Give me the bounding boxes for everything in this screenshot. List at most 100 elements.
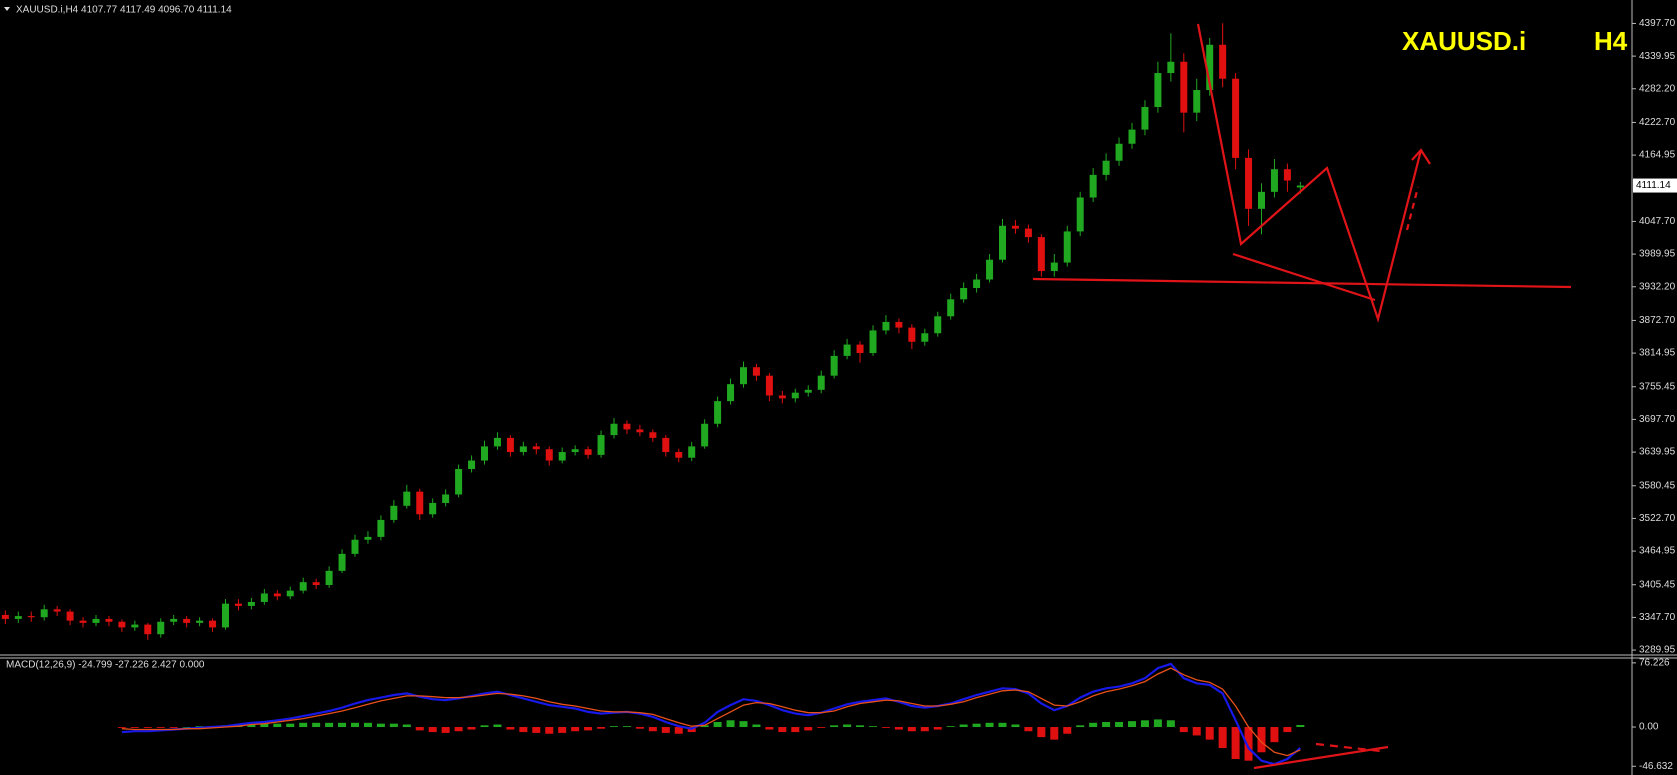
candle-body: [1283, 169, 1291, 181]
candle-body: [519, 446, 527, 453]
histogram-bar: [726, 720, 735, 728]
candle-body: [636, 429, 644, 433]
histogram-bar: [843, 724, 852, 728]
candle-body: [157, 621, 165, 635]
histogram-bar: [454, 727, 463, 732]
histogram-bar: [1140, 720, 1149, 728]
candle-body: [170, 618, 178, 622]
dashed-projection: [1405, 186, 1420, 231]
y-tick-label: 3814.95: [1639, 348, 1676, 359]
histogram-bar: [791, 727, 800, 733]
histogram-bar: [402, 724, 411, 728]
candle-body: [778, 395, 786, 399]
candle-body: [1089, 174, 1097, 198]
candle-body: [79, 620, 87, 623]
y-tick-label: 76.226: [1639, 658, 1670, 669]
histogram-bar: [920, 727, 929, 732]
candle-body: [973, 279, 981, 289]
histogram-bar: [584, 727, 593, 731]
histogram-bar: [1192, 727, 1201, 736]
histogram-bar: [1102, 721, 1111, 728]
histogram-bar: [998, 722, 1007, 728]
candle-body: [1219, 44, 1227, 79]
macd-line: [121, 662, 1302, 766]
candle-body: [481, 446, 488, 461]
histogram-bar: [441, 727, 450, 733]
candle-body: [222, 603, 229, 628]
histogram-bar: [1283, 727, 1292, 733]
histogram-bar: [1115, 721, 1124, 728]
candle-body: [830, 355, 838, 376]
histogram-bar: [1179, 727, 1188, 733]
zigzag-projection: [1196, 23, 1423, 323]
candle-body: [92, 618, 100, 623]
timeframe-label: H4: [1594, 26, 1628, 56]
histogram-bar: [273, 723, 282, 728]
candle-body: [118, 621, 126, 628]
candle-body: [1050, 262, 1058, 272]
histogram-bar: [700, 725, 709, 728]
candle-body: [688, 446, 696, 458]
trend-line: [1232, 252, 1376, 302]
macd-title: MACD(12,26,9) -24.799 -27.226 2.427 0.00…: [6, 660, 205, 671]
histogram-bar: [532, 727, 541, 733]
y-tick-label: 4339.95: [1639, 51, 1676, 62]
histogram-bar: [1024, 727, 1033, 732]
histogram-bar: [817, 727, 826, 728]
histogram-bar: [959, 724, 968, 728]
y-tick-label: 3405.45: [1639, 579, 1676, 590]
candle-body: [1206, 44, 1214, 91]
y-tick-label: 4282.20: [1639, 83, 1676, 94]
candle-body: [66, 611, 74, 621]
candle-body: [649, 432, 657, 438]
histogram-bar: [804, 727, 813, 731]
candle-body: [584, 449, 592, 455]
symbol-label: XAUUSD.i: [1402, 26, 1526, 56]
candle-body: [1063, 231, 1071, 263]
candle-body: [209, 620, 217, 628]
histogram-bar: [247, 724, 256, 728]
candle-body: [545, 449, 553, 461]
candle-body: [416, 491, 424, 515]
candle-body: [571, 449, 579, 453]
candle-body: [273, 593, 281, 597]
candle-body: [53, 609, 61, 612]
histogram-bar: [338, 722, 347, 728]
histogram-bar: [117, 727, 126, 728]
histogram-bar: [1166, 720, 1175, 728]
histogram-bar: [182, 727, 191, 728]
histogram-bar: [156, 727, 165, 728]
histogram-bar: [1089, 722, 1098, 728]
candle-body: [351, 539, 359, 554]
histogram-bar: [169, 727, 178, 728]
candle-body: [234, 603, 242, 606]
candle-body: [895, 321, 903, 328]
histogram-bar: [1011, 724, 1020, 728]
macd-dashed-line: [1315, 742, 1381, 753]
candle-body: [1141, 106, 1149, 130]
candle-body: [804, 389, 812, 393]
histogram-bar: [143, 727, 152, 728]
candle-body: [740, 367, 747, 385]
candle-body: [1, 614, 9, 619]
candle-body: [260, 593, 268, 602]
candle-body: [675, 452, 683, 458]
candle-body: [1270, 169, 1278, 192]
y-tick-label: 3755.45: [1639, 381, 1676, 392]
histogram-bar: [195, 726, 204, 728]
candle-body: [610, 423, 618, 436]
histogram-bar: [946, 726, 955, 728]
histogram-bar: [1050, 727, 1059, 740]
histogram-bar: [480, 725, 489, 728]
candle-body: [403, 491, 411, 506]
histogram-bar: [130, 727, 139, 728]
candle-body: [921, 333, 929, 342]
candle-body: [934, 316, 942, 334]
candle-body: [558, 452, 566, 461]
candle-body: [196, 620, 204, 623]
histogram-bar: [648, 727, 657, 732]
histogram-bar: [415, 727, 424, 731]
macd-line: [121, 667, 1301, 757]
